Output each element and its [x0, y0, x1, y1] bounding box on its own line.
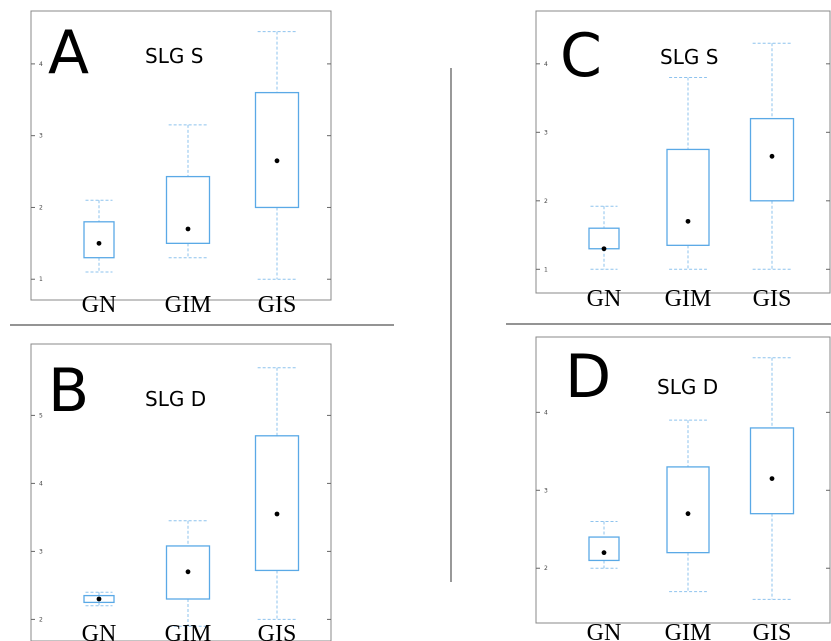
box-gn	[588, 536, 620, 562]
category-label: GN	[587, 286, 622, 312]
y-tick-label: 2	[39, 204, 43, 211]
box-gim	[165, 175, 211, 244]
category-label: GIM	[665, 286, 712, 312]
plot-frame	[30, 343, 332, 641]
box-gis	[254, 91, 300, 209]
y-tick-label: 4	[39, 480, 43, 487]
panel-letter: D	[565, 342, 611, 412]
median-point	[685, 218, 691, 224]
panel-c: C SLG S 1 2 3 4 GN GIM GIS	[535, 10, 831, 312]
median-point	[274, 511, 280, 517]
box-gis	[254, 435, 300, 572]
median-point	[685, 511, 691, 517]
panel-letter: C	[560, 21, 602, 91]
y-tick-label: 4	[544, 61, 548, 68]
median-point	[274, 158, 280, 164]
box-gn	[83, 221, 115, 259]
panel-title: SLG S	[145, 44, 203, 68]
category-label: GN	[82, 292, 117, 318]
panel-b: B SLG D 2 3 4 5 GN GIM GIS	[30, 343, 332, 641]
median-point	[601, 246, 607, 252]
box-gis	[749, 117, 795, 202]
box-gim	[165, 545, 211, 600]
plot-frame	[535, 10, 831, 294]
panel-letter: A	[48, 18, 89, 88]
box-gim	[666, 466, 710, 554]
y-tick-label: 2	[544, 198, 548, 205]
category-label: GIM	[665, 620, 712, 641]
category-label: GIS	[258, 292, 297, 318]
panel-title: SLG D	[657, 375, 718, 399]
median-point	[769, 153, 775, 159]
category-label: GIM	[165, 292, 212, 318]
median-point	[185, 569, 191, 575]
median-point	[96, 240, 102, 246]
category-label: GIS	[753, 620, 792, 641]
y-tick-label: 3	[544, 129, 548, 136]
y-tick-label: 5	[39, 412, 43, 419]
y-tick-label: 2	[544, 565, 548, 572]
box-gn	[83, 594, 115, 604]
y-tick-label: 4	[544, 409, 548, 416]
category-label: GN	[587, 620, 622, 641]
median-point	[185, 226, 191, 232]
category-label: GIM	[165, 621, 212, 641]
y-tick-label: 1	[544, 266, 548, 273]
category-label: GN	[82, 621, 117, 641]
category-label: GIS	[258, 621, 297, 641]
panel-a: A SLG S 1 2 3 4 GN GIM GIS	[30, 10, 332, 318]
plot-frame	[30, 10, 332, 301]
median-point	[601, 550, 607, 556]
median-point	[96, 596, 102, 602]
panel-d: D SLG D 2 3 4 GN GIM GIS	[535, 336, 831, 641]
median-point	[769, 476, 775, 482]
y-tick-label: 3	[544, 487, 548, 494]
y-tick-label: 4	[39, 61, 43, 68]
box-gn	[588, 227, 620, 250]
panel-title: SLG S	[660, 45, 718, 69]
y-tick-label: 3	[39, 133, 43, 140]
panel-title: SLG D	[145, 387, 206, 411]
y-tick-label: 1	[39, 276, 43, 283]
category-label: GIS	[753, 286, 792, 312]
plot-frame	[535, 336, 831, 624]
box-gim	[666, 148, 710, 246]
panel-letter: B	[48, 356, 89, 426]
y-tick-label: 3	[39, 548, 43, 555]
y-tick-label: 2	[39, 616, 43, 623]
box-gis	[749, 427, 795, 515]
